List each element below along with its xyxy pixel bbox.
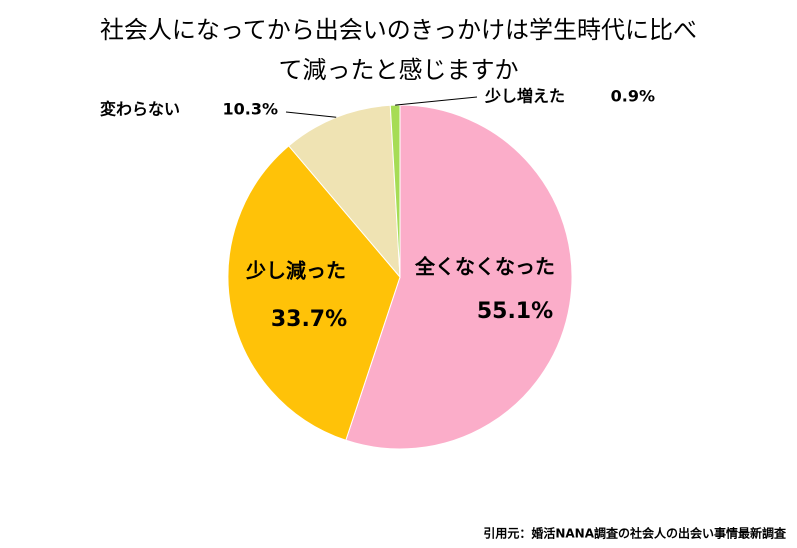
leader-line: [285, 111, 337, 118]
value-label: 0.9%: [611, 87, 655, 106]
pie-slice: [345, 104, 573, 450]
slice-label: 全くなくなった: [414, 255, 555, 279]
chart-title: 社会人になってから出会いのきっかけは学生時代に比べて減ったと感じますか: [99, 16, 698, 84]
leader-line: [395, 96, 478, 106]
slice-label: 少し減った: [245, 259, 346, 283]
pie-slice: [227, 145, 401, 441]
pie-slice: [288, 104, 401, 279]
slice-label: 変わらない: [100, 100, 180, 119]
slice-label: 少し増えた: [484, 87, 565, 106]
source-note: 引用元：婚活NANA調査の社会人の出会い事情最新調査: [483, 526, 787, 541]
value-label: 33.7%: [271, 307, 347, 332]
value-label: 55.1%: [477, 299, 553, 324]
value-label: 10.3%: [222, 100, 278, 119]
